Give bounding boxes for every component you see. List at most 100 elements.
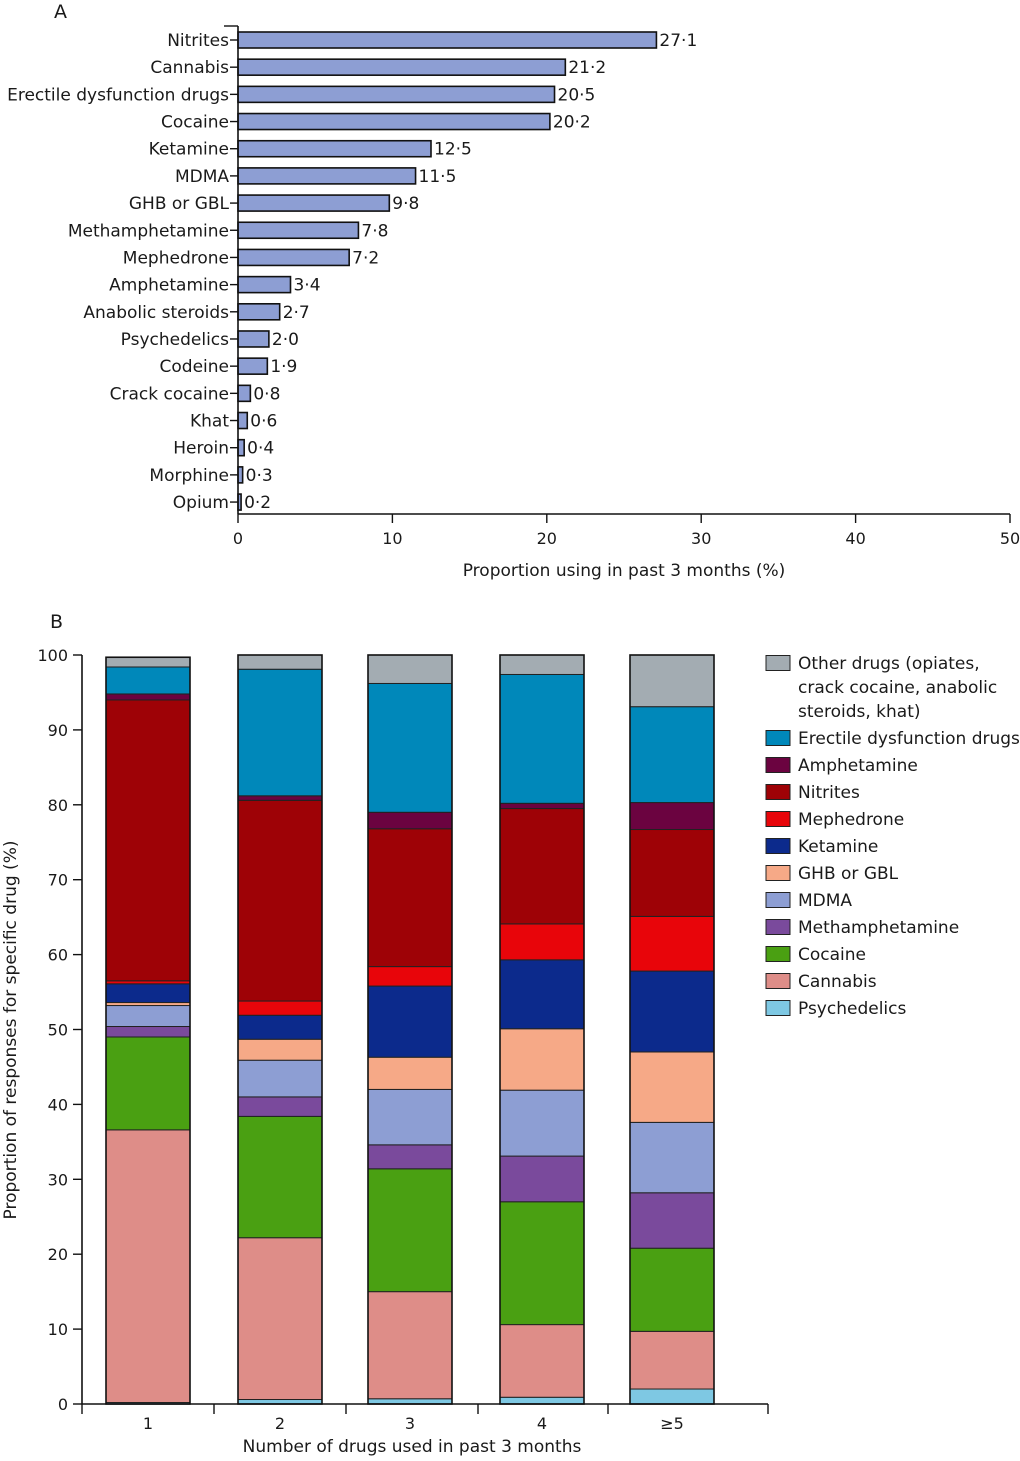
segment-cocaine xyxy=(105,1036,191,1131)
legend-label-line: GHB or GBL xyxy=(798,864,899,884)
segment-psychedelics xyxy=(499,1396,585,1405)
panel-b-axes: 1 2 3 4 ≥5 0 10 20 30 40 50 60 70 80 90 100 xyxy=(37,646,769,1433)
segment-amphetamine xyxy=(499,802,585,810)
legend-swatch xyxy=(765,784,791,800)
legend-item-other-drugs-opiates-crack-cocaine-anabolic-steroids-khat: Other drugs (opiates, crack cocaine, anab… xyxy=(765,654,997,722)
segment-ketamine xyxy=(629,970,715,1053)
legend-swatch xyxy=(765,892,791,908)
segment-ketamine xyxy=(367,985,453,1058)
segment-mdma xyxy=(499,1089,585,1157)
segment-amphetamine xyxy=(237,795,323,801)
legend-label-line: Cocaine xyxy=(798,945,866,965)
segment-psychedelics xyxy=(629,1388,715,1405)
segment-mdma xyxy=(367,1088,453,1146)
panel-a-bars: Nitrites 27·1 Cannabis 21·2 Erectile dysfunc… xyxy=(7,31,697,513)
legend-swatch xyxy=(765,811,791,827)
legend-swatch xyxy=(765,865,791,881)
legend-item-nitrites: Nitrites xyxy=(765,783,860,803)
legend-swatch xyxy=(765,946,791,962)
segment-mephedrone xyxy=(629,915,715,972)
bar-methamphetamine xyxy=(237,221,360,240)
value-label-opium: 0·2 xyxy=(244,493,271,513)
legend-label-line: Erectile dysfunction drugs xyxy=(798,729,1020,749)
segment-nitrites xyxy=(105,699,191,982)
value-label-erectile-dysfunction-drugs: 20·5 xyxy=(558,85,596,105)
value-label-amphetamine: 3·4 xyxy=(293,276,320,296)
panel-b-label: B xyxy=(50,611,63,633)
segment-cocaine xyxy=(629,1247,715,1332)
stack-column-ge5 xyxy=(629,654,715,1405)
x-tick-label-2: 2 xyxy=(275,1414,285,1433)
bar-erectile-dysfunction-drugs xyxy=(237,85,556,104)
segment-cannabis xyxy=(367,1291,453,1400)
segment-cannabis xyxy=(629,1330,715,1390)
bar-khat xyxy=(237,411,249,430)
bar-cannabis xyxy=(237,58,567,76)
bar-heroin xyxy=(237,438,245,457)
bar-ketamine xyxy=(237,139,432,158)
category-label-amphetamine: Amphetamine xyxy=(109,276,229,296)
segment-ketamine xyxy=(105,983,191,1004)
segment-other-drugs-opiates-crack-cocaine-anabolic-steroids-khat xyxy=(499,654,585,675)
bar-psychedelics xyxy=(237,330,270,348)
panel-a-axes: 0 10 20 30 40 50 xyxy=(224,25,1020,548)
segment-methamphetamine xyxy=(367,1144,453,1170)
legend-label-line: Cannabis xyxy=(798,972,877,992)
legend-item-erectile-dysfunction-drugs: Erectile dysfunction drugs xyxy=(765,729,1020,749)
segment-erectile-dysfunction-drugs xyxy=(499,673,585,804)
legend-item-mdma: MDMA xyxy=(765,891,852,911)
segment-cannabis xyxy=(237,1237,323,1401)
segment-nitrites xyxy=(499,808,585,925)
category-label-methamphetamine: Methamphetamine xyxy=(68,221,229,241)
x-tick-label-4: 4 xyxy=(537,1414,547,1433)
legend-swatch xyxy=(765,919,791,935)
legend-item-psychedelics: Psychedelics xyxy=(765,999,906,1019)
legend-swatch xyxy=(765,973,791,989)
x-tick-label-1: 1 xyxy=(143,1414,153,1433)
segment-methamphetamine xyxy=(629,1192,715,1249)
category-label-cannabis: Cannabis xyxy=(150,58,229,78)
panel-a-bar-chart: A Nitrites 27·1 Cannabis 21·2 Erectile dysfu… xyxy=(7,1,1020,581)
segment-mephedrone xyxy=(499,923,585,961)
legend-swatch xyxy=(765,757,791,773)
value-label-methamphetamine: 7·8 xyxy=(361,221,388,241)
value-label-khat: 0·6 xyxy=(250,412,277,432)
value-label-nitrites: 27·1 xyxy=(659,31,697,51)
segment-mdma xyxy=(629,1121,715,1194)
y-tick-label-90: 90 xyxy=(48,721,68,740)
panel-b-x-axis-title: Number of drugs used in past 3 months xyxy=(243,1437,582,1457)
value-label-cannabis: 21·2 xyxy=(568,58,606,78)
segment-other-drugs-opiates-crack-cocaine-anabolic-steroids-khat xyxy=(237,654,323,670)
segment-erectile-dysfunction-drugs xyxy=(237,668,323,797)
legend-item-mephedrone: Mephedrone xyxy=(765,810,904,830)
segment-mephedrone xyxy=(367,966,453,987)
segment-erectile-dysfunction-drugs xyxy=(629,706,715,804)
bar-codeine xyxy=(237,357,269,375)
segment-cocaine xyxy=(367,1168,453,1293)
y-tick-label-20: 20 xyxy=(48,1245,68,1264)
category-label-morphine: Morphine xyxy=(149,466,229,486)
segment-nitrites xyxy=(629,829,715,917)
segment-methamphetamine xyxy=(105,1026,191,1038)
segment-mdma xyxy=(105,1005,191,1028)
category-label-nitrites: Nitrites xyxy=(167,31,229,51)
x-tick-label-0: 0 xyxy=(233,529,243,548)
legend-label-line: Methamphetamine xyxy=(798,918,959,938)
segment-erectile-dysfunction-drugs xyxy=(105,666,191,695)
category-label-khat: Khat xyxy=(190,412,229,432)
value-label-psychedelics: 2·0 xyxy=(272,330,299,350)
value-label-mdma: 11·5 xyxy=(419,167,457,187)
category-label-erectile-dysfunction-drugs: Erectile dysfunction drugs xyxy=(7,85,229,105)
legend-item-ketamine: Ketamine xyxy=(765,837,878,857)
category-label-codeine: Codeine xyxy=(160,357,229,377)
x-tick-label-10: 10 xyxy=(382,529,402,548)
value-label-cocaine: 20·2 xyxy=(553,113,591,133)
value-label-morphine: 0·3 xyxy=(246,466,273,486)
category-label-ghb-or-gbl: GHB or GBL xyxy=(129,194,230,214)
legend-swatch xyxy=(765,838,791,854)
legend-label-line: MDMA xyxy=(798,891,852,911)
y-tick-label-70: 70 xyxy=(48,871,68,890)
legend-swatch xyxy=(765,655,791,671)
legend-label-line: steroids, khat) xyxy=(798,702,921,722)
